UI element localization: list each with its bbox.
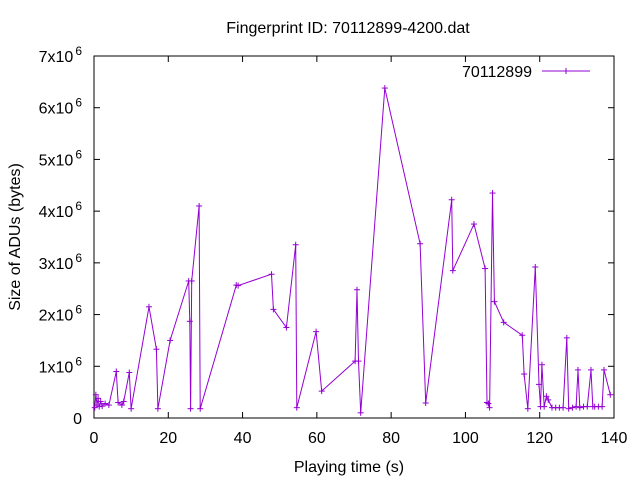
y-tick-label: 7x10 6 <box>39 44 83 66</box>
data-point <box>491 298 498 305</box>
data-point <box>524 405 531 412</box>
series-line <box>94 87 611 413</box>
y-tick-label: 2x10 6 <box>39 303 83 325</box>
data-point <box>99 403 106 410</box>
data-point <box>483 399 490 406</box>
y-axis-label: Size of ADUs (bytes) <box>7 163 24 311</box>
data-point <box>538 361 545 368</box>
x-axis: 0 20 40 60 80 100 120 140 <box>90 56 628 447</box>
data-point <box>188 277 195 284</box>
data-point <box>560 404 567 411</box>
data-point <box>153 346 160 353</box>
data-point <box>128 405 135 412</box>
data-point <box>102 400 109 407</box>
data-point <box>167 337 174 344</box>
data-point <box>599 403 606 410</box>
data-point <box>563 334 570 341</box>
data-point <box>500 319 507 326</box>
data-point <box>587 366 594 373</box>
data-point <box>197 405 204 412</box>
data-point <box>545 396 552 403</box>
plot-frame <box>93 55 615 419</box>
data-point <box>600 366 607 373</box>
data-point <box>96 403 103 410</box>
data-point <box>422 400 429 407</box>
data-point <box>126 369 133 376</box>
data-point <box>120 398 127 405</box>
y-tick-label: 4x10 6 <box>39 199 83 221</box>
x-tick-label: 100 <box>452 430 479 447</box>
data-point <box>268 271 275 278</box>
x-tick-label: 0 <box>90 430 99 447</box>
data-point <box>470 221 477 228</box>
data-point <box>313 328 320 335</box>
x-axis-label: Playing time (s) <box>294 459 404 476</box>
data-point <box>355 358 362 365</box>
data-point <box>607 391 614 398</box>
data-point <box>293 404 300 411</box>
data-point <box>186 318 193 325</box>
data-point <box>118 402 125 409</box>
x-tick-label: 120 <box>526 430 553 447</box>
data-point <box>482 265 489 272</box>
data-point <box>145 303 152 310</box>
y-tick-label: 0 <box>73 411 82 428</box>
chart-title: Fingerprint ID: 70112899-4200.dat <box>226 20 470 37</box>
legend: 70112899 <box>462 64 590 81</box>
data-point <box>353 286 360 293</box>
y-tick-label: 6x10 6 <box>39 96 83 118</box>
data-point <box>270 306 277 313</box>
x-tick-label: 40 <box>234 430 252 447</box>
data-point <box>105 402 112 409</box>
data-point <box>318 388 325 395</box>
x-tick-label: 60 <box>308 430 326 447</box>
data-point <box>187 405 194 412</box>
data-point <box>113 368 120 375</box>
data-point <box>357 409 364 416</box>
data-point <box>381 85 388 92</box>
data-point <box>283 324 290 331</box>
x-tick-label: 80 <box>382 430 400 447</box>
data-point <box>521 371 528 378</box>
data-point <box>519 332 526 339</box>
y-tick-label: 5x10 6 <box>39 147 83 169</box>
y-tick-label: 1x10 6 <box>39 354 83 376</box>
data-point <box>154 405 161 412</box>
data-point <box>573 403 580 410</box>
x-tick-label: 20 <box>159 430 177 447</box>
data-point <box>235 282 242 289</box>
data-point <box>92 391 99 398</box>
data-point <box>95 395 102 402</box>
data-point <box>543 393 550 400</box>
data-point <box>584 403 591 410</box>
data-point <box>292 241 299 248</box>
data-point <box>448 196 455 203</box>
x-tick-label: 140 <box>601 430 628 447</box>
data-point <box>449 267 456 274</box>
data-point <box>574 366 581 373</box>
data-point <box>489 190 496 197</box>
data-point <box>417 240 424 247</box>
data-point <box>541 403 548 410</box>
series-layer <box>91 85 614 416</box>
data-point <box>576 404 583 411</box>
data-point <box>196 202 203 209</box>
data-point <box>565 405 572 412</box>
y-tick-label: 3x10 6 <box>39 251 83 273</box>
legend-label: 70112899 <box>462 64 532 81</box>
data-point <box>115 399 122 406</box>
data-point <box>569 404 576 411</box>
data-point <box>97 398 104 405</box>
data-point <box>532 263 539 270</box>
data-point <box>535 381 542 388</box>
data-point <box>485 400 492 407</box>
y-axis: 0 1x10 6 2x10 6 3x10 6 4x10 6 5x10 6 6x10 6 7x10 6 <box>39 44 614 428</box>
data-point <box>486 404 493 411</box>
